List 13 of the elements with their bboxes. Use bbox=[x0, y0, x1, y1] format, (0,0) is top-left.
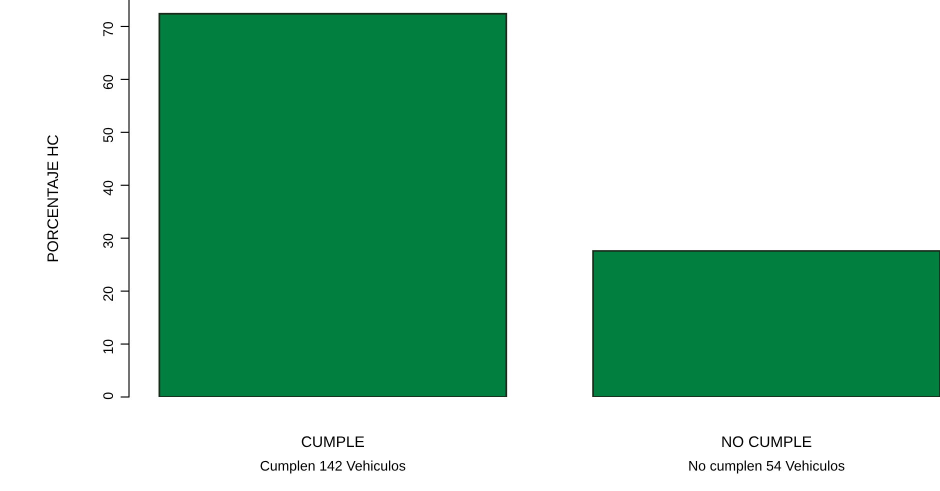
y-axis-title: PORCENTAJE HC bbox=[47, 135, 58, 262]
text: Cumplen 142 Vehiculos bbox=[260, 460, 406, 474]
y-tick-label: 20 bbox=[103, 286, 114, 301]
y-tick-label: 70 bbox=[103, 22, 114, 36]
y-tick-label: 10 bbox=[103, 340, 114, 354]
y-tick-label: 60 bbox=[103, 74, 114, 90]
x-tick-label: CUMPLE bbox=[302, 436, 364, 448]
y-tick-label: 40 bbox=[103, 180, 114, 196]
x-tick-label: NO CUMPLE bbox=[722, 436, 812, 448]
text: No cumplen 54 Vehiculos bbox=[689, 460, 844, 474]
y-tick-label: 30 bbox=[103, 234, 114, 248]
y-tick-label: 0 bbox=[103, 392, 114, 400]
y-tick-label: 50 bbox=[103, 128, 114, 142]
